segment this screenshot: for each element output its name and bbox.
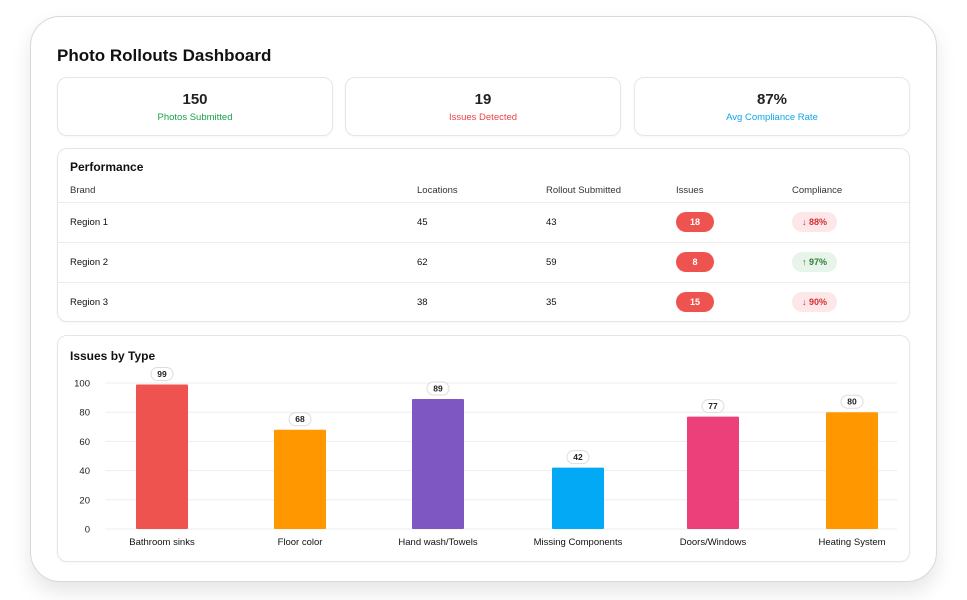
- cell-submitted: 43: [546, 217, 557, 228]
- data-label-bg: [566, 450, 590, 465]
- column-header-compliance: Compliance: [792, 185, 843, 196]
- bar: [552, 467, 604, 529]
- issues-badge: 15: [676, 292, 714, 312]
- data-label: 68: [295, 414, 305, 424]
- table-row[interactable]: Region 3 38 35 15 ↓ 90%: [58, 282, 909, 322]
- cell-locations: 62: [417, 257, 428, 268]
- data-label: 80: [847, 397, 857, 407]
- stat-label: Avg Compliance Rate: [726, 112, 818, 123]
- compliance-badge: ↓ 90%: [792, 292, 837, 312]
- y-tick-label: 20: [79, 495, 90, 506]
- cell-brand: Region 1: [70, 217, 109, 228]
- stat-value: 87%: [756, 91, 788, 108]
- bar: [136, 384, 188, 529]
- table-row[interactable]: Region 2 62 59 8 ↑ 97%: [58, 242, 909, 282]
- bar: [826, 412, 878, 529]
- page-title: Photo Rollouts Dashboard: [57, 46, 272, 65]
- data-label: 89: [433, 384, 443, 394]
- y-tick-label: 0: [85, 525, 90, 536]
- y-tick-label: 80: [79, 408, 90, 419]
- data-label-bg: [840, 394, 864, 409]
- y-tick-label: 60: [79, 437, 90, 448]
- issues-chart-panel: Issues by Type: [57, 335, 910, 562]
- y-tick-label: 100: [74, 379, 90, 390]
- data-label: 77: [708, 401, 718, 411]
- column-header-issues: Issues: [676, 185, 704, 196]
- data-label: 42: [573, 452, 583, 462]
- x-tick-label: Heating System: [818, 537, 885, 548]
- issues-badge: 8: [676, 252, 714, 272]
- x-tick-label: Bathroom sinks: [129, 537, 195, 548]
- data-label-bg: [701, 399, 725, 414]
- x-tick-label: Floor color: [278, 537, 323, 548]
- column-header-rollout-submitted: Rollout Submitted: [546, 185, 621, 196]
- stat-value: 150: [182, 91, 208, 108]
- data-label-bg: [426, 381, 450, 396]
- bar: [274, 429, 326, 529]
- cell-locations: 45: [417, 217, 428, 228]
- cell-submitted: 59: [546, 257, 557, 268]
- performance-panel: Performance Brand Locations Rollout Subm…: [57, 148, 910, 322]
- issues-bar-chart: 0 20 40 60 80 100 99 Bathroom sinks 68 Floor colo…: [74, 366, 897, 548]
- stat-label: Photos Submitted: [157, 112, 233, 123]
- compliance-badge: ↑ 97%: [792, 252, 837, 272]
- x-tick-label: Hand wash/Towels: [398, 537, 477, 548]
- performance-title: Performance: [70, 160, 144, 174]
- column-header-locations: Locations: [417, 185, 458, 196]
- stat-value: 19: [474, 91, 492, 108]
- chart-title: Issues by Type: [70, 349, 156, 363]
- stat-card-issues: 19 Issues Detected: [345, 77, 621, 136]
- bar: [687, 416, 739, 529]
- table-row[interactable]: Region 1 45 43 18 ↓ 88%: [58, 202, 909, 242]
- data-label-bg: [288, 412, 312, 427]
- stat-label: Issues Detected: [448, 112, 518, 123]
- x-tick-label: Missing Components: [534, 537, 623, 548]
- cell-locations: 38: [417, 297, 428, 308]
- cell-brand: Region 2: [70, 257, 109, 268]
- cell-brand: Region 3: [70, 297, 109, 308]
- compliance-badge: ↓ 88%: [792, 212, 837, 232]
- cell-submitted: 35: [546, 297, 557, 308]
- column-header-brand: Brand: [70, 185, 96, 196]
- issues-badge: 18: [676, 212, 714, 232]
- data-label-bg: [150, 366, 174, 381]
- bar: [412, 399, 464, 529]
- x-tick-label: Doors/Windows: [680, 537, 747, 548]
- y-tick-label: 40: [79, 466, 90, 477]
- stat-card-photos: 150 Photos Submitted: [57, 77, 333, 136]
- stat-card-compliance: 87% Avg Compliance Rate: [634, 77, 910, 136]
- data-label: 99: [157, 369, 167, 379]
